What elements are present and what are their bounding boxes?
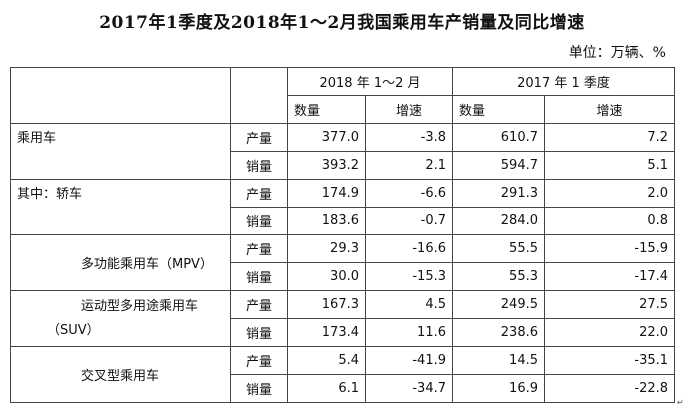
- table-cell: 7.2: [543, 122, 676, 152]
- metric-label: 产量: [230, 290, 288, 320]
- table-row: 交叉型乘用车 产量 5.4 -41.9 14.5 -35.1: [10, 346, 676, 403]
- table-cell: -34.7: [365, 373, 453, 404]
- table-cell: 29.3: [287, 234, 366, 264]
- table-cell: 14.5: [452, 346, 545, 375]
- subheader-quantity-2018: 数量: [287, 94, 366, 124]
- category-suv-line2: （SUV）: [10, 318, 231, 348]
- table-cell: -6.6: [365, 178, 453, 208]
- table-cell: 377.0: [287, 122, 366, 152]
- table-cell: 55.3: [452, 262, 545, 292]
- period-header-2018: 2018 年 1～2 月: [287, 67, 453, 96]
- table-cell: 5.1: [543, 150, 676, 180]
- table-row: 销量 30.0 -15.3 55.3 -17.4: [11, 262, 676, 292]
- subheader-growth-2017: 增速: [543, 94, 676, 124]
- table-cell: 284.0: [452, 206, 545, 236]
- table-cell: 55.5: [452, 234, 545, 264]
- table-subheader-row: 数量 增速 数量 增速: [11, 94, 676, 124]
- table-cell: -15.3: [365, 262, 453, 292]
- corner-cell: [10, 67, 231, 124]
- table-cell: -3.8: [365, 122, 453, 152]
- corner-cell-metric: [230, 67, 288, 124]
- table-cell: -15.9: [543, 234, 676, 264]
- table-cell: 2.0: [543, 178, 676, 208]
- table-cell: -0.7: [365, 206, 453, 236]
- table-cell: 27.5: [543, 290, 676, 320]
- table-cell: 183.6: [287, 206, 366, 236]
- table-cell: 174.9: [287, 178, 366, 208]
- table-cell: 16.9: [452, 373, 545, 404]
- table-row: 多功能乘用车（MPV） 产量 29.3 -16.6 55.5 -15.9: [10, 234, 676, 292]
- subheader-quantity-2017: 数量: [452, 94, 545, 124]
- table-cell: -16.6: [365, 234, 453, 264]
- table-cell: 291.3: [452, 178, 545, 208]
- table-cell: 610.7: [452, 122, 545, 152]
- table-cell: 5.4: [287, 346, 366, 375]
- table-cell: 11.6: [365, 318, 453, 348]
- metric-label: 销量: [230, 373, 288, 404]
- table-cell: 2.1: [365, 150, 453, 180]
- table-cell: 4.5: [365, 290, 453, 320]
- table-cell: 6.1: [287, 373, 366, 404]
- metric-label: 产量: [230, 122, 288, 152]
- table-row: （SUV） 销量 173.4 11.6 238.6 22.0: [10, 318, 676, 348]
- table-cell: -35.1: [543, 346, 676, 375]
- table-cell: 167.3: [287, 290, 366, 320]
- unit-label: 单位：万辆、%: [568, 45, 666, 61]
- table-cell: 238.6: [452, 318, 545, 348]
- category-crossover: 交叉型乘用车: [10, 346, 231, 403]
- metric-label: 销量: [230, 262, 288, 292]
- table-row: 运动型多用途乘用车 产量 167.3 4.5 249.5 27.5: [10, 290, 676, 320]
- metric-label: 产量: [230, 346, 288, 375]
- period-header-2017: 2017 年 1 季度: [451, 67, 676, 96]
- paragraph-mark: ↵: [677, 398, 684, 407]
- category-suv-line1: 运动型多用途乘用车: [10, 290, 231, 319]
- table-cell: 249.5: [452, 290, 545, 320]
- table-row: 乘用车 产量 377.0 -3.8 610.7 7.2: [10, 122, 676, 180]
- table-header-row: 2018 年 1～2 月 2017 年 1 季度: [10, 67, 676, 124]
- table-cell: -17.4: [543, 262, 676, 292]
- category-passenger-cars: 乘用车: [10, 122, 231, 180]
- page-title: 2017年1季度及2018年1～2月我国乘用车产销量及同比增速: [99, 13, 585, 33]
- table-cell: -41.9: [365, 346, 453, 375]
- category-mpv: 多功能乘用车（MPV）: [10, 234, 231, 292]
- table-row: 其中：轿车 产量 174.9 -6.6 291.3 2.0: [10, 178, 676, 236]
- metric-label: 产量: [230, 178, 288, 208]
- metric-label: 产量: [230, 234, 288, 264]
- subheader-growth-2018: 增速: [365, 94, 453, 124]
- table-cell: 594.7: [452, 150, 545, 180]
- category-sedans: 其中：轿车: [10, 178, 231, 236]
- table-cell: 0.8: [543, 206, 676, 236]
- metric-label: 销量: [230, 206, 288, 236]
- metric-label: 销量: [230, 150, 288, 180]
- metric-label: 销量: [230, 318, 288, 348]
- sales-table: 2018 年 1～2 月 2017 年 1 季度 数量 增速 数量 增速 乘用车…: [10, 67, 676, 404]
- table-cell: 393.2: [287, 150, 366, 180]
- table-cell: 30.0: [287, 262, 366, 292]
- table-cell: -22.8: [543, 373, 676, 404]
- table-cell: 173.4: [287, 318, 366, 348]
- table-row: 销量 6.1 -34.7 16.9 -22.8: [11, 373, 676, 404]
- table-cell: 22.0: [543, 318, 676, 348]
- table-row: 销量 183.6 -0.7 284.0 0.8: [11, 206, 676, 236]
- table-row: 销量 393.2 2.1 594.7 5.1: [11, 150, 676, 180]
